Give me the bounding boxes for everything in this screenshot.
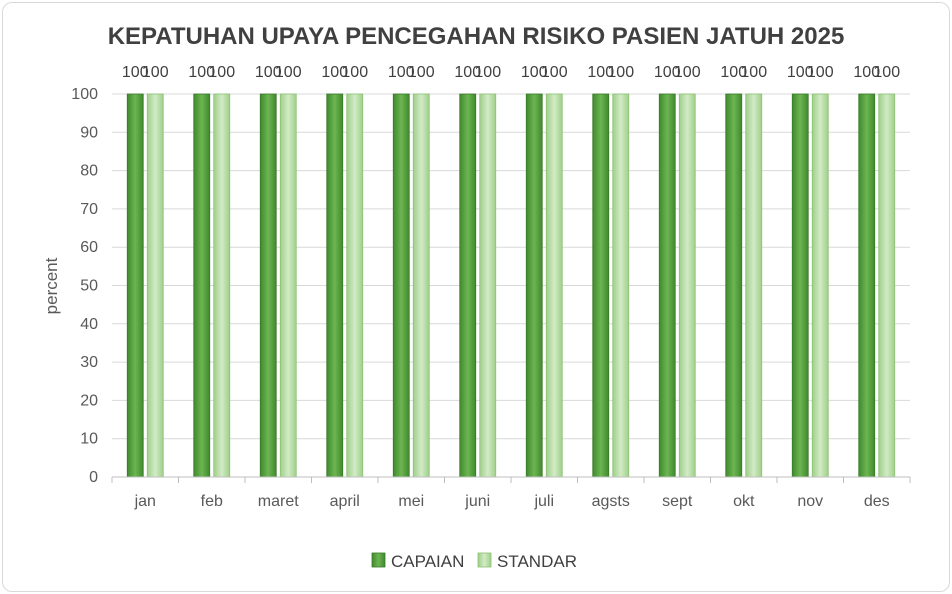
data-label: 100 [853,64,880,81]
bar-capaian [858,93,876,478]
data-label: 100 [873,64,900,81]
data-label: 100 [255,64,282,81]
bar-standar [811,93,829,478]
legend-swatch-standar [477,552,492,568]
data-label: 100 [474,64,501,81]
bar-capaian [259,93,277,478]
bar-capaian [459,93,477,478]
bar-standar [479,93,497,478]
chart-title: KEPATUHAN UPAYA PENCEGAHAN RISIKO PASIEN… [108,23,845,50]
bar-capaian [725,93,743,478]
data-label: 100 [541,64,568,81]
y-tick-label: 10 [80,431,98,448]
x-tick-label: des [864,493,890,510]
data-label: 100 [275,64,302,81]
y-tick-label: 90 [80,124,98,141]
bar-capaian [392,93,410,478]
bar-capaian [525,93,543,478]
data-label: 100 [408,64,435,81]
data-label: 100 [122,64,149,81]
bar-standar [146,93,164,478]
x-tick-label: april [330,493,360,510]
data-label: 100 [321,64,348,81]
data-label: 100 [787,64,814,81]
y-tick-label: 80 [80,163,98,180]
bar-standar [878,93,896,478]
x-tick-label: feb [201,493,223,510]
bar-capaian [126,93,144,478]
x-tick-label: juni [464,493,490,510]
x-tick-label: mei [398,493,424,510]
x-tick-label: sept [662,493,693,510]
y-tick-label: 20 [80,392,98,409]
x-tick-label: nov [797,493,823,510]
data-label: 100 [607,64,634,81]
x-tick-label: maret [258,493,299,510]
data-label: 100 [587,64,614,81]
x-tick-label: juli [533,493,554,510]
y-tick-label: 0 [89,469,98,486]
data-label: 100 [188,64,215,81]
data-label: 100 [521,64,548,81]
bar-standar [412,93,430,478]
data-label: 100 [341,64,368,81]
data-label: 100 [807,64,834,81]
y-tick-label: 30 [80,354,98,371]
x-tick-label: agsts [592,493,630,510]
bar-standar [346,93,364,478]
bar-capaian [193,93,211,478]
legend-label-standar: STANDAR [497,552,577,571]
data-label: 100 [720,64,747,81]
bar-standar [612,93,630,478]
bar-standar [678,93,696,478]
bar-standar [545,93,563,478]
y-axis-ticks: 0 10 20 30 40 50 60 70 80 90 100 [71,86,98,486]
data-label: 100 [654,64,681,81]
bar-capaian [791,93,809,478]
bar-capaian [592,93,610,478]
data-label: 100 [740,64,767,81]
data-label: 100 [454,64,481,81]
x-tick-label: okt [733,493,755,510]
legend-label-capaian: CAPAIAN [391,552,464,571]
data-label: 100 [388,64,415,81]
y-tick-label: 100 [71,86,98,103]
x-axis-ticks: jan feb maret april mei juni juli agsts sept okt n… [111,476,911,510]
data-label: 100 [674,64,701,81]
data-label: 100 [208,64,235,81]
bar-capaian [658,93,676,478]
bar-standar [279,93,297,478]
x-tick-label: jan [134,493,156,510]
legend-swatch-capaian [371,552,386,568]
y-tick-label: 60 [80,239,98,256]
y-tick-label: 70 [80,201,98,218]
legend: CAPAIAN STANDAR [371,552,577,571]
gridlines [112,93,910,478]
data-label: 100 [142,64,169,81]
bars [126,93,896,478]
bar-standar [745,93,763,478]
y-tick-label: 40 [80,316,98,333]
y-axis-label: percent [42,257,61,314]
y-tick-label: 50 [80,278,98,295]
bar-capaian [326,93,344,478]
bar-standar [213,93,231,478]
